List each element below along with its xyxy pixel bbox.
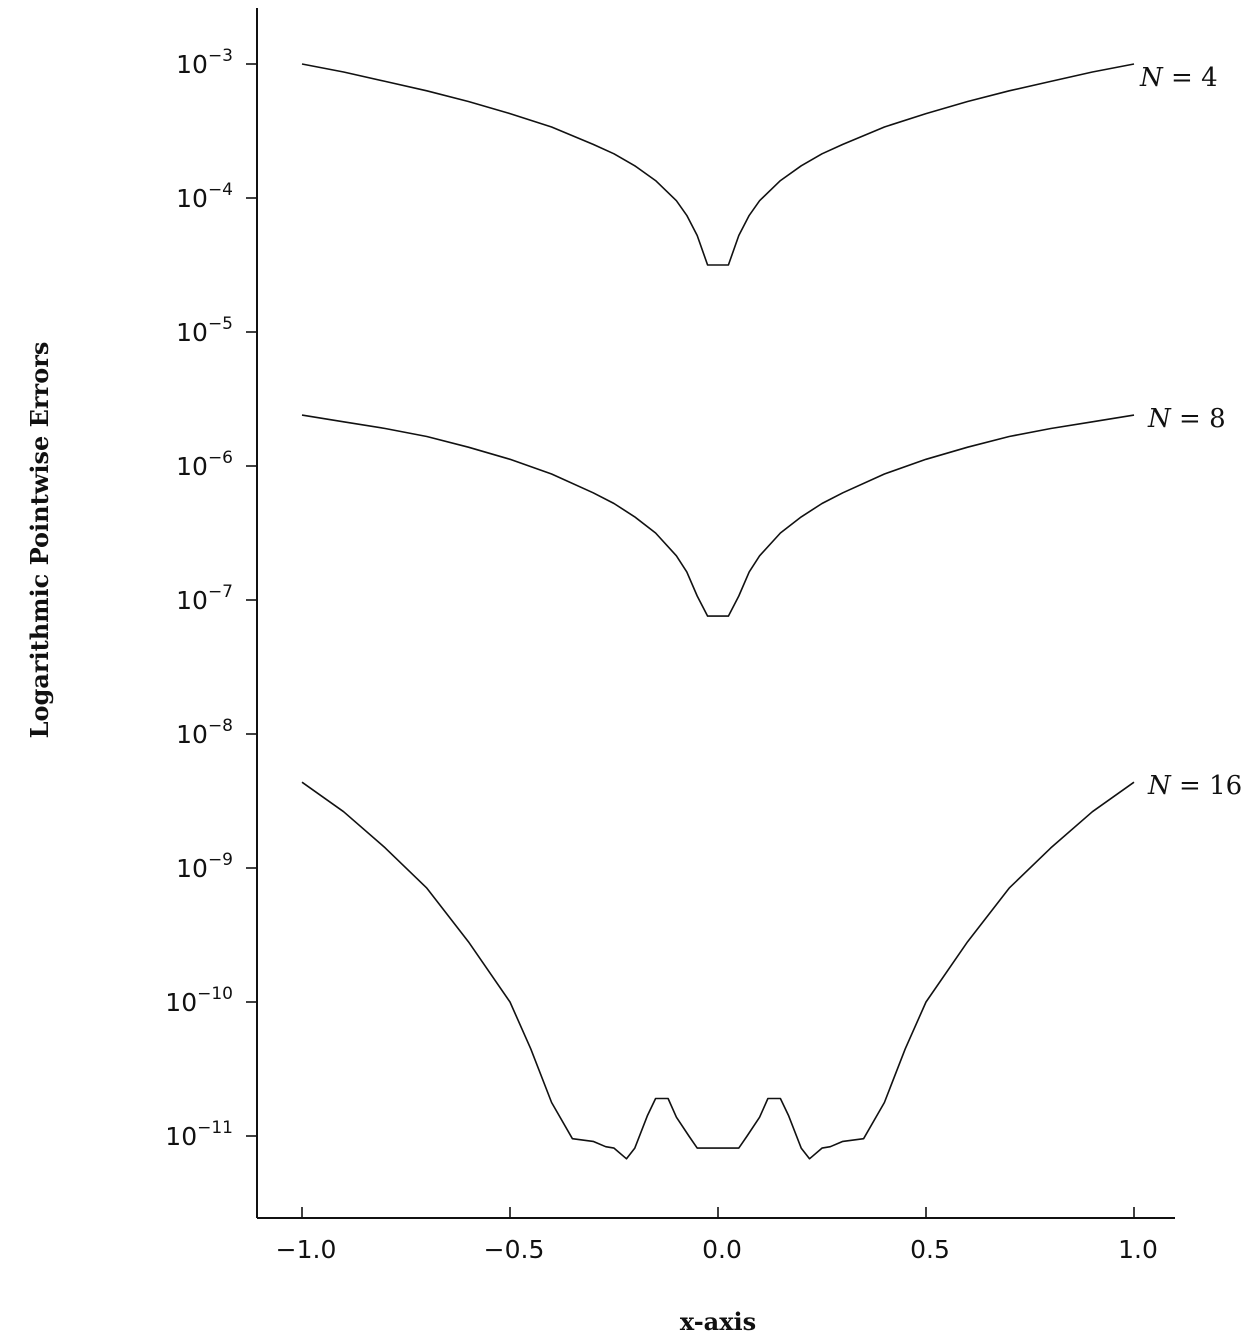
y-tick-label: 10−7 [176, 582, 233, 615]
y-tick-label: 10−8 [176, 716, 233, 749]
x-tick-label: 0.5 [910, 1235, 950, 1264]
series-line-0 [301, 63, 1135, 266]
y-tick-label: 10−10 [165, 984, 233, 1017]
series-label-0: N = 4 [1139, 63, 1218, 93]
x-tick-label: 1.0 [1118, 1235, 1158, 1264]
y-axis-title: Logarithmic Pointwise Errors [25, 342, 54, 739]
y-tick-label: 10−11 [165, 1118, 233, 1151]
x-tick-label: 0.0 [702, 1235, 742, 1264]
ticks-group: 10−3 10−4 10−5 10−6 10−7 10−8 10−9 10−10 10−11 −1… [165, 46, 1158, 1264]
series-label-2: N = 16 [1147, 771, 1242, 801]
series-line-1 [301, 414, 1135, 617]
x-tick-label: −0.5 [484, 1235, 545, 1264]
y-tick-label: 10−5 [176, 314, 233, 347]
y-tick-label: 10−6 [176, 448, 233, 481]
series-labels-group: N = 4 N = 8 N = 16 [1139, 63, 1242, 801]
y-tick-label: 10−3 [176, 46, 233, 79]
y-tick-label: 10−9 [176, 850, 233, 883]
series-label-1: N = 8 [1147, 404, 1226, 434]
x-axis-title: x-axis [680, 1307, 756, 1336]
series-line-2 [301, 781, 1135, 1160]
curves-group [301, 63, 1135, 1160]
axes-group [256, 8, 1175, 1219]
y-tick-label: 10−4 [176, 180, 233, 213]
x-tick-label: −1.0 [276, 1235, 337, 1264]
